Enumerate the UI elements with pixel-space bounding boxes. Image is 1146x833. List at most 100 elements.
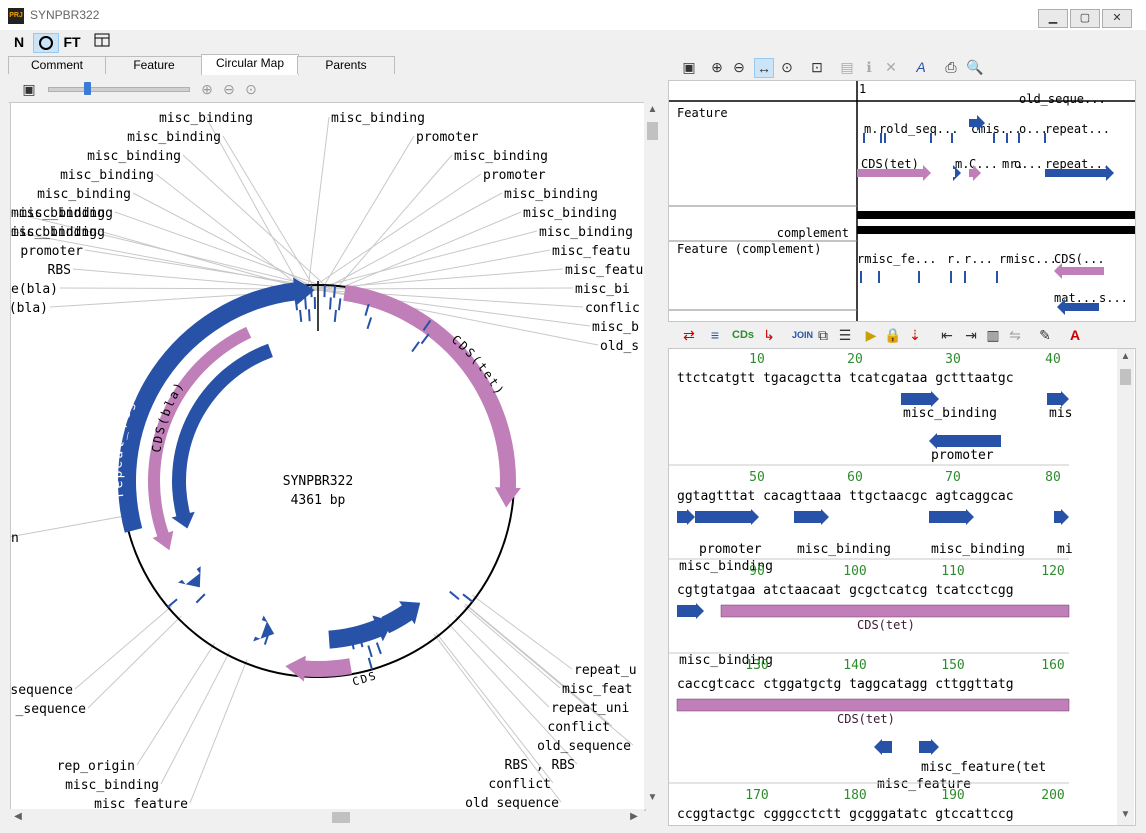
compare-icon[interactable]: ⇋ — [1009, 327, 1021, 343]
map-label[interactable]: misc_binding — [60, 168, 154, 183]
vertical-scroll-thumb[interactable] — [647, 122, 658, 140]
track-label[interactable]: repeat... — [1045, 122, 1110, 136]
last-icon[interactable]: ⇥ — [965, 327, 977, 343]
map-label[interactable]: misc_b — [592, 320, 639, 335]
document-icon[interactable]: ▤ — [840, 59, 854, 75]
circular-button[interactable] — [33, 33, 59, 53]
sequence-feature-arrow[interactable] — [1054, 509, 1069, 525]
zoom-out-icon[interactable]: ⊖ — [733, 59, 745, 75]
sequence-line[interactable]: ggtagtttat cacagttaaa ttgctaacgc agtcagg… — [677, 489, 1014, 504]
sequence-feature-label[interactable]: misc_binding — [903, 406, 997, 421]
feature-tick[interactable] — [333, 309, 337, 322]
repeat-region-arc[interactable] — [117, 277, 315, 533]
sequence-feature-arrow[interactable] — [874, 739, 892, 755]
scroll-left-icon[interactable]: ◀ — [14, 811, 22, 822]
track-label[interactable]: CDS(tet) — [861, 157, 919, 171]
track-label[interactable]: m. — [955, 157, 969, 171]
map-label[interactable]: misc_binding — [19, 206, 113, 221]
tab-feature[interactable]: Feature — [105, 56, 203, 74]
sequence-feature-label[interactable]: misc_binding — [931, 542, 1025, 557]
cds-bla-arc[interactable] — [147, 326, 252, 551]
small-feature-arrow[interactable] — [178, 566, 201, 588]
join-icon[interactable]: JOIN — [792, 330, 814, 340]
info-icon[interactable]: ℹ — [866, 59, 872, 75]
map-label[interactable]: old_sequence — [465, 796, 559, 810]
map-label[interactable]: sequence — [11, 683, 73, 698]
map-label[interactable]: misc_featu — [552, 244, 630, 259]
zoom-fit-icon[interactable]: ⊙ — [781, 59, 793, 75]
map-label[interactable]: (bla) — [11, 301, 48, 316]
feature-tick[interactable] — [420, 333, 430, 345]
feature-tick[interactable] — [364, 303, 370, 316]
swap-icon[interactable]: ⇄ — [683, 327, 695, 343]
table-button[interactable] — [90, 33, 114, 51]
export-icon[interactable]: ▣ — [682, 59, 696, 75]
cds-arc[interactable] — [285, 655, 353, 682]
map-label[interactable]: misc_binding — [504, 187, 598, 202]
play-icon[interactable]: ▶ — [865, 327, 877, 343]
sequence-feature-arrow[interactable] — [794, 509, 829, 525]
map-label[interactable]: RBS , RBS — [505, 758, 575, 773]
cds-tet-arc[interactable] — [343, 284, 521, 508]
maximize-button[interactable]: ▢ — [1070, 9, 1100, 28]
map-label[interactable]: misc_binding — [11, 206, 105, 221]
complement-feature-arrow[interactable] — [1057, 299, 1099, 315]
ruler-icon[interactable]: ▥ — [986, 327, 1000, 343]
list-icon[interactable]: ☰ — [838, 327, 852, 343]
sequence-line[interactable]: cgtgtatgaa atctaacaat gcgctcatcg tcatcct… — [677, 583, 1014, 598]
delete-icon[interactable]: ✕ — [885, 59, 897, 75]
map-label[interactable]: misc_binding — [331, 111, 425, 126]
sequence-vertical-scrollbar[interactable]: ▲ ▼ — [1117, 349, 1134, 825]
map-label[interactable]: repeat_uni — [551, 701, 629, 716]
complement-track-label[interactable]: CDS(... — [1054, 252, 1105, 266]
track-label[interactable]: o... — [1019, 122, 1048, 136]
feature-tick[interactable] — [294, 298, 299, 311]
map-label[interactable]: misc_featu — [565, 263, 643, 278]
sequence-feature-arrow[interactable] — [901, 391, 939, 407]
sequence-feature-label[interactable]: misc_binding — [797, 542, 891, 557]
map-label[interactable]: misc_binding — [454, 149, 548, 164]
map-label[interactable]: misc_binding — [87, 149, 181, 164]
map-label[interactable]: promoter — [20, 244, 83, 259]
feature-tick[interactable] — [299, 309, 303, 322]
map-vertical-scrollbar[interactable]: ▲ ▼ — [644, 102, 661, 809]
feature-tick[interactable] — [337, 298, 342, 311]
feature-tick[interactable] — [366, 317, 373, 330]
map-label[interactable]: misc_bi — [575, 282, 630, 297]
copy-icon[interactable]: ⧉ — [818, 327, 828, 343]
complement-track-label[interactable]: r. — [947, 252, 961, 266]
feature-tick[interactable] — [375, 642, 382, 655]
font-icon[interactable]: A — [916, 59, 926, 75]
track-label[interactable]: old_seque... — [1019, 92, 1106, 106]
feature-tick[interactable] — [422, 319, 432, 331]
sequence-feature-arrow[interactable] — [695, 509, 759, 525]
lock-icon[interactable]: 🔒 — [884, 327, 902, 343]
track-label[interactable]: cmis... — [971, 122, 1022, 136]
zoom-slider-thumb[interactable] — [84, 82, 91, 95]
feature-tick[interactable] — [333, 285, 337, 298]
small-feature-arrow[interactable] — [381, 601, 421, 634]
feature-tick[interactable] — [289, 286, 294, 299]
feature-tick[interactable] — [307, 309, 311, 322]
sequence-line[interactable]: ttctcatgtt tgacagctta tcatcgataa gctttaa… — [677, 371, 1014, 386]
sequence-feature-arrow[interactable] — [677, 603, 704, 619]
tab-circular-map[interactable]: Circular Map — [201, 54, 299, 75]
track-label[interactable]: m. — [864, 122, 878, 136]
sequence-feature-arrow[interactable] — [676, 698, 1070, 712]
feature-tick[interactable] — [195, 593, 206, 604]
map-label[interactable]: RBS — [48, 263, 71, 278]
feature-tick[interactable] — [449, 590, 460, 601]
sequence-feature-arrow[interactable] — [720, 604, 1070, 618]
map-label[interactable]: misc_binding — [11, 225, 97, 240]
map-label[interactable]: misc_binding — [159, 111, 253, 126]
small-feature-arrow[interactable] — [328, 615, 393, 649]
vertical-scroll-thumb[interactable] — [1120, 369, 1131, 385]
notes-button[interactable]: N — [13, 34, 25, 50]
sequence-line[interactable]: ccggtactgc cgggcctctt gcgggatatc gtccatt… — [677, 807, 1014, 822]
track-label[interactable]: o... — [1014, 157, 1043, 171]
feature-tick[interactable] — [367, 657, 373, 670]
sequence-feature-label[interactable]: promoter — [931, 448, 994, 463]
complement-track-label[interactable]: r... — [964, 252, 993, 266]
map-label[interactable]: rep_origin — [57, 759, 135, 774]
track-feature-arrow[interactable] — [1045, 165, 1114, 181]
